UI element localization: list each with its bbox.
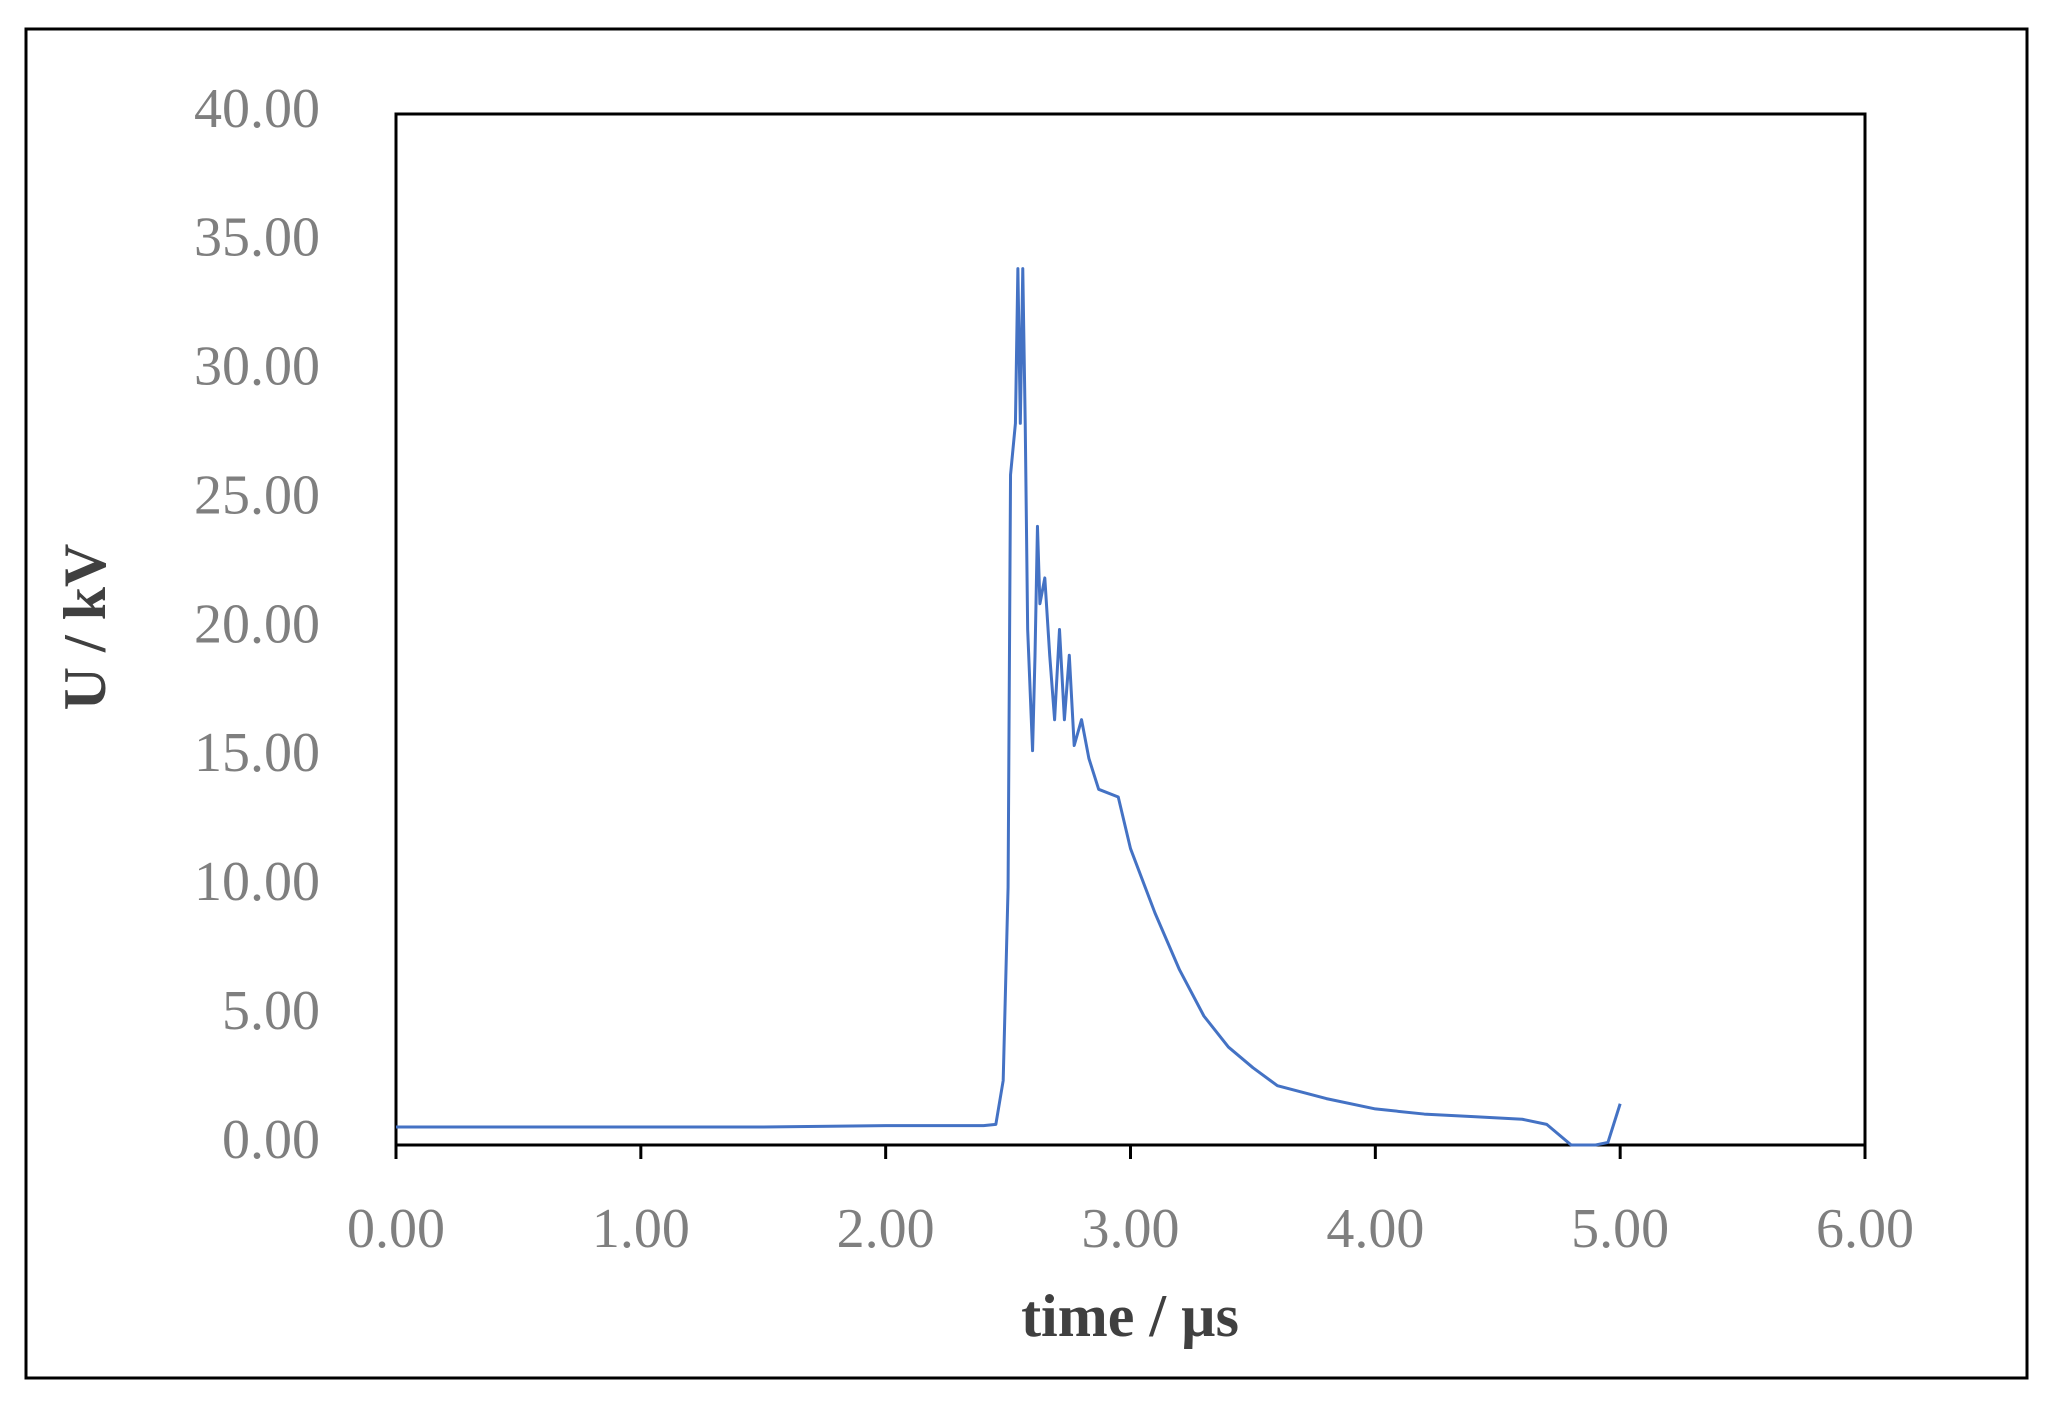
x-tick-label: 4.00 <box>1326 1198 1424 1260</box>
y-tick-label: 5.00 <box>222 980 320 1042</box>
y-tick-label: 10.00 <box>194 851 320 913</box>
x-tick-label: 5.00 <box>1571 1198 1669 1260</box>
y-tick-label: 35.00 <box>194 207 320 269</box>
x-tick-label: 1.00 <box>592 1198 690 1260</box>
y-tick-label: 0.00 <box>222 1109 320 1171</box>
x-axis-title: time / µs <box>1021 1283 1239 1349</box>
y-tick-label: 25.00 <box>194 464 320 526</box>
y-tick-label: 30.00 <box>194 336 320 398</box>
y-tick-label: 20.00 <box>194 593 320 655</box>
x-tick-label: 6.00 <box>1816 1198 1914 1260</box>
chart-border <box>24 27 2029 1380</box>
x-tick-label: 3.00 <box>1082 1198 1180 1260</box>
data-line <box>396 267 1622 1147</box>
y-tick-label: 40.00 <box>194 78 320 140</box>
x-tick-label: 0.00 <box>347 1198 445 1260</box>
y-axis-title: U / kV <box>52 544 118 711</box>
x-tick-label: 2.00 <box>837 1198 935 1260</box>
y-tick-label: 15.00 <box>194 722 320 784</box>
